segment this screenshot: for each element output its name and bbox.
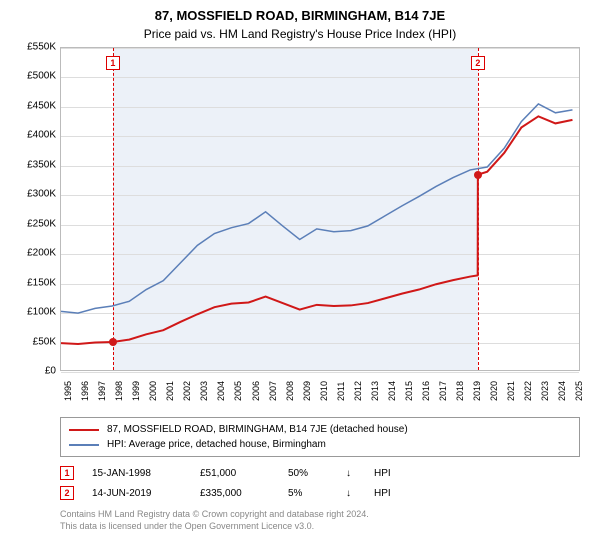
trans-marker: 2 (60, 486, 74, 500)
y-axis-label: £550K (12, 42, 56, 53)
legend-label-property: 87, MOSSFIELD ROAD, BIRMINGHAM, B14 7JE … (107, 424, 408, 435)
transactions-table: 1 15-JAN-1998 £51,000 50% ↓ HPI 2 14-JUN-2019 £3… (60, 463, 580, 503)
y-axis-label: £200K (12, 248, 56, 259)
arrow-down-icon: ↓ (346, 468, 356, 479)
trans-marker: 1 (60, 466, 74, 480)
x-axis-label: 2023 (540, 381, 550, 401)
x-axis-label: 2021 (506, 381, 516, 401)
x-axis-label: 2004 (216, 381, 226, 401)
footer: Contains HM Land Registry data © Crown c… (60, 509, 580, 532)
chart-svg (61, 48, 579, 370)
legend-row-hpi: HPI: Average price, detached house, Birm… (69, 437, 571, 452)
plot-area: 12 (60, 47, 580, 371)
arrow-down-icon: ↓ (346, 488, 356, 499)
chart-area: 12 £0£50K£100K£150K£200K£250K£300K£350K£… (12, 47, 588, 407)
trans-hpi-label: HPI (374, 468, 404, 479)
chart-container: 87, MOSSFIELD ROAD, BIRMINGHAM, B14 7JE … (0, 0, 600, 540)
y-axis-label: £500K (12, 71, 56, 82)
legend-swatch-hpi (69, 444, 99, 446)
x-axis-label: 2024 (557, 381, 567, 401)
x-axis-label: 2003 (199, 381, 209, 401)
x-axis-label: 2022 (523, 381, 533, 401)
x-axis-label: 2001 (165, 381, 175, 401)
y-axis-label: £0 (12, 366, 56, 377)
x-axis-label: 2000 (148, 381, 158, 401)
x-axis-label: 2020 (489, 381, 499, 401)
x-axis-label: 2017 (438, 381, 448, 401)
y-axis-label: £400K (12, 130, 56, 141)
x-axis-label: 1999 (131, 381, 141, 401)
y-axis-label: £450K (12, 100, 56, 111)
y-axis-label: £100K (12, 307, 56, 318)
y-axis-label: £250K (12, 218, 56, 229)
trans-pct: 5% (288, 488, 328, 499)
trans-pct: 50% (288, 468, 328, 479)
x-axis-label: 2019 (472, 381, 482, 401)
x-axis-label: 2013 (370, 381, 380, 401)
y-axis-label: £350K (12, 159, 56, 170)
footer-line2: This data is licensed under the Open Gov… (60, 521, 580, 533)
x-axis-label: 1995 (63, 381, 73, 401)
sale-dot-2 (474, 171, 482, 179)
hpi-line (61, 104, 572, 313)
x-axis-label: 2010 (319, 381, 329, 401)
x-axis-label: 2006 (251, 381, 261, 401)
sale-dot-1 (109, 338, 117, 346)
x-axis-label: 1996 (80, 381, 90, 401)
trans-date: 15-JAN-1998 (92, 468, 182, 479)
property-line (61, 116, 572, 344)
gridline (61, 372, 579, 373)
trans-date: 14-JUN-2019 (92, 488, 182, 499)
x-axis-label: 2025 (574, 381, 584, 401)
y-axis-label: £150K (12, 277, 56, 288)
legend-row-property: 87, MOSSFIELD ROAD, BIRMINGHAM, B14 7JE … (69, 422, 571, 437)
chart-title: 87, MOSSFIELD ROAD, BIRMINGHAM, B14 7JE (12, 8, 588, 23)
trans-price: £51,000 (200, 468, 270, 479)
x-axis-label: 2015 (404, 381, 414, 401)
transaction-row: 1 15-JAN-1998 £51,000 50% ↓ HPI (60, 463, 580, 483)
x-axis-label: 2012 (353, 381, 363, 401)
y-axis-label: £50K (12, 336, 56, 347)
x-axis-label: 2014 (387, 381, 397, 401)
transaction-row: 2 14-JUN-2019 £335,000 5% ↓ HPI (60, 483, 580, 503)
x-axis-label: 2007 (268, 381, 278, 401)
chart-subtitle: Price paid vs. HM Land Registry's House … (12, 27, 588, 41)
trans-price: £335,000 (200, 488, 270, 499)
y-axis-label: £300K (12, 189, 56, 200)
x-axis-label: 2005 (233, 381, 243, 401)
x-axis-label: 2011 (336, 382, 346, 401)
x-axis-label: 2018 (455, 381, 465, 401)
x-axis-label: 2009 (302, 381, 312, 401)
legend: 87, MOSSFIELD ROAD, BIRMINGHAM, B14 7JE … (60, 417, 580, 457)
x-axis-label: 1998 (114, 381, 124, 401)
sale-marker-1: 1 (106, 56, 120, 70)
x-axis-label: 2002 (182, 381, 192, 401)
footer-line1: Contains HM Land Registry data © Crown c… (60, 509, 580, 521)
x-axis-label: 1997 (97, 381, 107, 401)
sale-marker-2: 2 (471, 56, 485, 70)
trans-hpi-label: HPI (374, 488, 404, 499)
x-axis-label: 2008 (285, 381, 295, 401)
legend-label-hpi: HPI: Average price, detached house, Birm… (107, 439, 326, 450)
x-axis-label: 2016 (421, 381, 431, 401)
legend-swatch-property (69, 429, 99, 431)
